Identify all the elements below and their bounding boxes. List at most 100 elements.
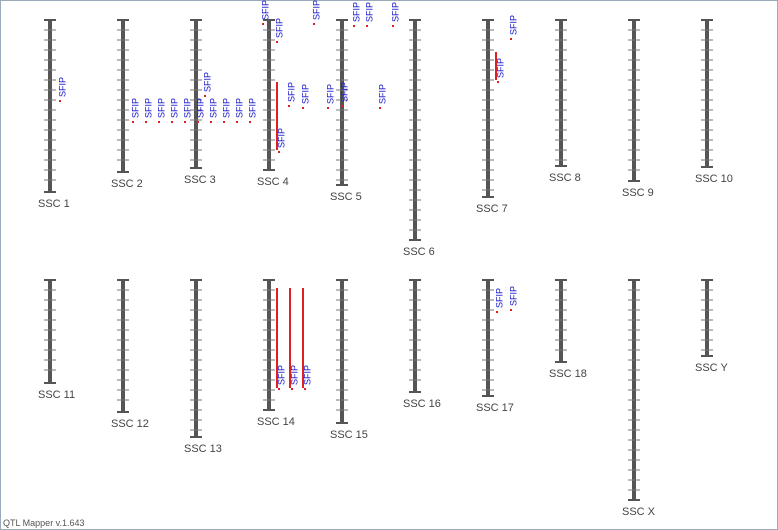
qtl-marker [132,121,134,123]
qtl-label: SFIP [377,84,387,104]
qtl-marker [313,23,315,25]
qtl-label: SFIP [364,2,374,22]
qtl-marker [184,121,186,123]
qtl-marker [288,105,290,107]
chromosome-label: SSC 5 [330,191,362,203]
qtl-label: SFIP [130,98,140,118]
qtl-marker [236,121,238,123]
qtl-marker [223,121,225,123]
qtl-marker [262,23,264,25]
chromosome [48,280,52,383]
qtl-bar [276,288,278,388]
chromosome [413,280,417,392]
qtl-label: SFIP [325,84,335,104]
qtl-marker [276,41,278,43]
qtl-bar [302,288,304,388]
qtl-label: SFIP [202,72,212,92]
qtl-marker [197,121,199,123]
chromosome [48,20,52,192]
qtl-label: SFIP [247,98,257,118]
qtl-marker [145,121,147,123]
qtl-marker [327,107,329,109]
qtl-label: SFIP [143,98,153,118]
qtl-label: SFIP [208,98,218,118]
qtl-marker [291,388,293,390]
chromosome-label: SSC X [622,506,656,518]
qtl-marker [210,121,212,123]
chromosome-label: SSC 10 [695,173,733,185]
qtl-marker [278,151,280,153]
qtl-marker [341,105,343,107]
qtl-label: SFIP [508,286,518,306]
qtl-marker [249,121,251,123]
chromosome-label: SSC 7 [476,203,508,215]
chromosome-label: SSC Y [695,362,728,374]
chromosome [194,20,198,168]
qtl-marker [379,107,381,109]
qtl-label: SFIP [276,128,286,148]
qtl-label: SFIP [276,365,286,385]
qtl-label: SFIP [182,98,192,118]
footer: QTL Mapper v.1.643 [3,518,85,528]
qtl-marker [302,107,304,109]
qtl-label: SFIP [57,77,67,97]
chromosome [705,20,709,167]
qtl-label: SFIP [508,15,518,35]
chromosome-label: SSC 13 [184,443,222,455]
qtl-marker [171,121,173,123]
chromosome-label: SSC 8 [549,172,581,184]
qtl-label: SFIP [156,98,166,118]
chromosome-label: SSC 17 [476,402,514,414]
chromosome [121,280,125,412]
qtl-label: SFIP [286,82,296,102]
chromosome [340,280,344,423]
qtl-marker [510,38,512,40]
qtl-label: SFIP [494,288,504,308]
chromosome-label: SSC 9 [622,187,654,199]
qtl-label: SFIP [274,18,284,38]
qtl-label: SFIP [390,2,400,22]
qtl-marker [366,25,368,27]
qtl-label: SFIP [351,2,361,22]
chromosome [486,20,490,197]
chromosome [559,280,563,362]
qtl-marker [353,25,355,27]
qtl-bar [276,82,278,150]
qtl-marker [204,95,206,97]
chromosome [121,20,125,172]
chromosome [486,280,490,396]
qtl-label: SFIP [195,98,205,118]
qtl-marker [496,311,498,313]
qtl-marker [278,388,280,390]
chromosome-label: SSC 15 [330,429,368,441]
qtl-label: SFIP [221,98,231,118]
chromosome-label: SSC 1 [38,198,70,210]
qtl-marker [59,100,61,102]
qtl-bar [495,52,497,80]
chromosome [267,280,271,410]
qtl-marker [158,121,160,123]
chromosome [194,280,198,437]
chromosome-label: SSC 18 [549,368,587,380]
chromosome [705,280,709,356]
qtl-bar [289,288,291,388]
qtl-label: SFIP [289,365,299,385]
chromosome [559,20,563,166]
qtl-label: SFIP [311,0,321,20]
chromosome-label: SSC 2 [111,178,143,190]
qtl-label: SFIP [302,365,312,385]
qtl-marker [392,25,394,27]
qtl-marker [497,81,499,83]
qtl-label: SFIP [300,84,310,104]
qtl-label: SFIP [339,82,349,102]
chromosome-label: SSC 11 [38,389,75,401]
qtl-marker [304,388,306,390]
chromosome-label: SSC 12 [111,418,149,430]
chromosome-label: SSC 3 [184,174,216,186]
qtl-label: SFIP [495,58,505,78]
chromosome [340,20,344,185]
chromosome-label: SSC 6 [403,246,435,258]
chromosome-label: SSC 14 [257,416,295,428]
